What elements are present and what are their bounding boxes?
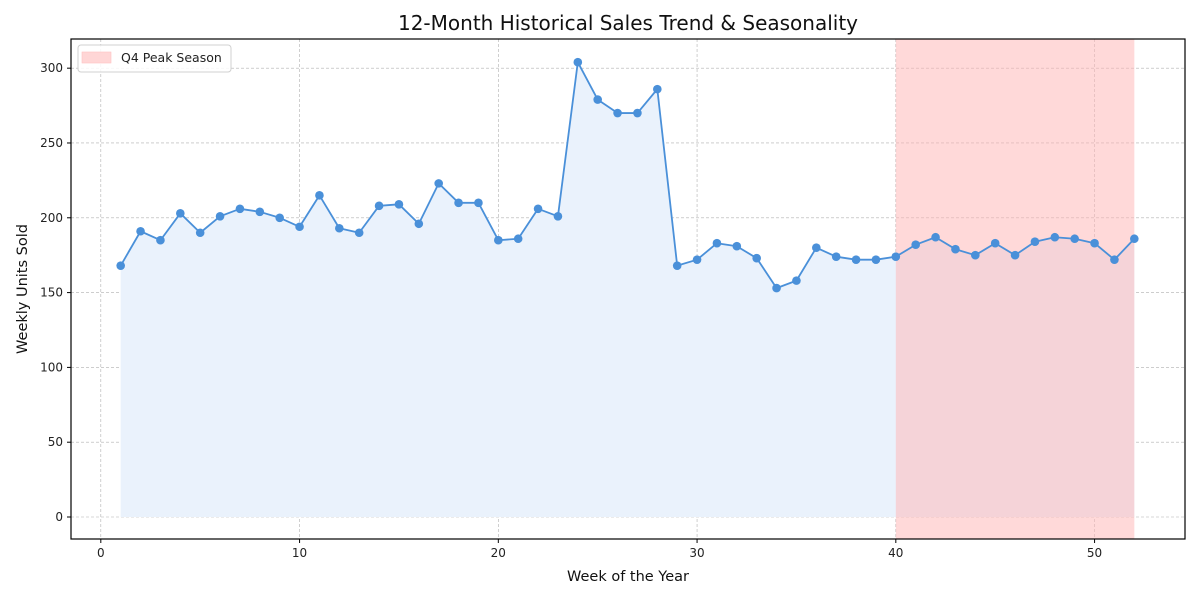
data-point-marker	[1030, 237, 1040, 247]
y-tick-label: 50	[48, 435, 63, 449]
q4-shaded-region	[895, 39, 1135, 539]
legend-box	[77, 44, 232, 73]
y-tick-label: 250	[40, 136, 63, 150]
x-tick-label: 10	[292, 546, 307, 560]
data-point-marker	[752, 253, 761, 263]
x-tick-label: 20	[491, 546, 506, 560]
y-tick-label: 0	[55, 510, 63, 524]
data-point-marker	[513, 234, 523, 244]
data-point-marker	[772, 283, 781, 293]
area-fill	[120, 62, 1135, 518]
y-tick-label: 200	[40, 211, 63, 225]
data-point-marker	[1090, 238, 1099, 248]
data-point-marker	[732, 241, 742, 251]
data-point-marker	[474, 198, 483, 208]
data-point-marker	[454, 198, 463, 208]
data-point-marker	[990, 238, 1000, 248]
data-point-marker	[315, 191, 324, 200]
data-point-marker	[275, 213, 284, 223]
data-point-marker	[434, 179, 443, 188]
x-tick-label: 30	[689, 546, 704, 560]
data-point-marker	[176, 208, 185, 218]
chart-title: 12-Month Historical Sales Trend & Season…	[398, 11, 858, 35]
data-point-marker	[653, 84, 662, 94]
data-point-marker	[255, 207, 265, 217]
data-point-marker	[235, 204, 245, 214]
data-point-marker	[414, 219, 424, 229]
data-point-marker	[792, 276, 801, 285]
data-point-marker	[215, 211, 225, 221]
x-tick-label: 50	[1087, 546, 1102, 560]
data-point-marker	[712, 238, 722, 248]
data-point-marker	[116, 261, 125, 270]
data-point-marker	[1010, 250, 1020, 260]
data-point-marker	[573, 57, 583, 67]
y-tick-label: 100	[40, 360, 63, 374]
area-under-line	[120, 62, 1135, 518]
data-point-marker	[613, 108, 622, 118]
data-point-marker	[335, 223, 344, 233]
sales-data-markers	[116, 57, 1139, 293]
data-point-marker	[871, 255, 881, 264]
y-tick-label: 300	[40, 61, 63, 75]
data-point-marker	[195, 228, 205, 238]
data-point-marker	[533, 204, 543, 214]
data-point-marker	[1130, 234, 1139, 244]
data-point-marker	[1110, 255, 1119, 264]
data-point-marker	[911, 240, 920, 250]
data-point-marker	[971, 250, 980, 260]
data-point-marker	[593, 95, 602, 104]
sales-line	[119, 61, 1135, 290]
q4-peak-season-span	[895, 39, 1135, 539]
data-point-marker	[831, 252, 841, 261]
data-point-marker	[494, 235, 503, 245]
sales-line-series	[119, 61, 1135, 290]
legend-label-q4-peak-season: Q4 Peak Season	[121, 50, 222, 65]
data-point-marker	[1070, 234, 1079, 244]
plot-area-frame	[70, 38, 1186, 540]
data-point-marker	[553, 211, 563, 221]
data-point-marker	[295, 222, 304, 232]
data-point-marker	[851, 255, 861, 264]
data-point-marker	[672, 261, 682, 270]
data-point-marker	[394, 200, 404, 209]
data-point-marker	[354, 228, 364, 238]
y-axis-ticks: 0 50 100 150 200 250 300	[40, 61, 71, 524]
data-point-marker	[891, 252, 901, 261]
y-axis-label: Weekly Units Sold	[15, 224, 31, 354]
data-point-marker	[951, 244, 960, 254]
data-point-marker	[374, 201, 384, 211]
data-point-marker	[633, 108, 642, 118]
data-point-marker	[931, 232, 940, 242]
x-axis-ticks: 0 10 20 30 40 50	[97, 539, 1102, 560]
data-point-marker	[156, 235, 165, 245]
legend: Q4 Peak Season	[77, 44, 232, 73]
data-point-marker	[812, 243, 821, 253]
data-point-marker	[136, 226, 145, 236]
x-tick-label: 40	[888, 546, 903, 560]
x-axis-label: Week of the Year	[567, 569, 689, 585]
data-point-marker	[1050, 232, 1060, 242]
data-point-marker	[692, 255, 702, 264]
x-tick-label: 0	[97, 546, 105, 560]
y-tick-label: 150	[40, 286, 63, 300]
legend-swatch-q4-peak-season	[81, 51, 112, 64]
